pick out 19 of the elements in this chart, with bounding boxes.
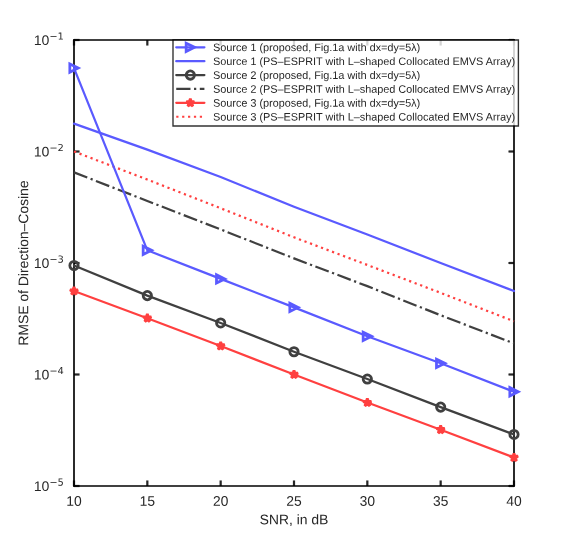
point: [508, 428, 520, 440]
point: [435, 401, 447, 413]
point: [215, 273, 227, 285]
line-series: [72, 150, 516, 323]
point: [68, 259, 80, 272]
point: [361, 373, 373, 385]
point: [435, 357, 447, 369]
point: [215, 317, 227, 329]
point: [508, 386, 520, 398]
point: [68, 285, 80, 296]
point: [288, 346, 300, 358]
point: [435, 424, 447, 435]
point: [288, 301, 300, 313]
point: [361, 397, 373, 408]
point: [68, 62, 80, 74]
point: [141, 290, 153, 302]
point: [141, 312, 153, 323]
point: [215, 340, 227, 351]
line-series: [72, 171, 516, 345]
